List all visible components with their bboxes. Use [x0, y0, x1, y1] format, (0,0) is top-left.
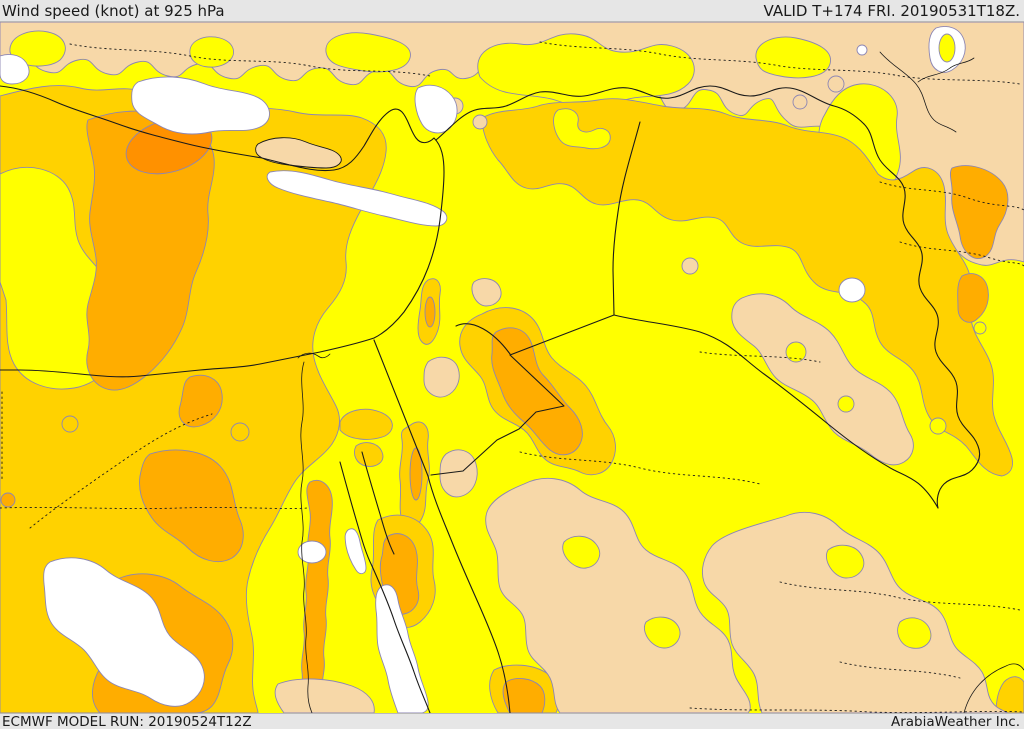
tan-region-southeast [701, 512, 1009, 713]
yellow-squiggle-euphrates [553, 108, 611, 150]
tan-blob [423, 356, 460, 398]
white-area-aegean [0, 54, 30, 85]
yellow-hole [644, 616, 681, 649]
wind-speed-map-canvas [0, 22, 1024, 713]
orange-region-egypt-upper [139, 449, 244, 562]
gold-corner-wedge [995, 676, 1024, 713]
map-footer-bar: ECMWF MODEL RUN: 20190524T12Z ArabiaWeat… [0, 713, 1024, 729]
map-header-bar: Wind speed (knot) at 925 hPa VALID T+174… [0, 0, 1024, 22]
yellow-hole [837, 395, 855, 413]
yellow-dot [973, 321, 987, 335]
yellow-dot [929, 417, 947, 435]
tan-dot [792, 94, 808, 110]
model-run-label: ECMWF MODEL RUN: 20190524T12Z [2, 713, 252, 729]
dotted-boundary [879, 181, 1024, 211]
coastline-gulf-corner [963, 663, 1024, 713]
nile-river [300, 361, 313, 713]
coastline-gulf-of-suez-west [339, 461, 373, 567]
dotted-boundary [839, 661, 961, 679]
orange-sliver [409, 447, 423, 501]
valid-time-label: VALID T+174 FRI. 20190531T18Z. [763, 1, 1020, 20]
dotted-boundary-iraq [699, 351, 821, 363]
white-lake-van [856, 44, 868, 56]
coastline-sinai-west [361, 451, 395, 555]
yellow-patch [325, 32, 411, 73]
tan-blob [471, 278, 502, 307]
gold-blob [354, 442, 384, 467]
coastline-red-sea-east [427, 475, 511, 713]
border-egypt-israel [373, 339, 429, 477]
gold-blob [339, 408, 393, 440]
orange-zagros-streak [957, 273, 989, 323]
dotted-boundary-bottom [689, 707, 1024, 713]
white-area-med-north [131, 76, 270, 135]
gold-region-syria-iraq [481, 98, 1013, 477]
brand-label: ArabiaWeather Inc. [890, 713, 1020, 729]
yellow-patch [755, 36, 831, 79]
white-lake-tharthar [838, 277, 866, 303]
cyprus-island [255, 137, 342, 169]
dotted-boundary-saudi [519, 451, 761, 485]
border-iran [863, 123, 981, 509]
border-syria-iraq [612, 121, 641, 316]
orange-sliver [424, 296, 436, 328]
white-red-sea [375, 584, 429, 713]
page-title: Wind speed (knot) at 925 hPa [2, 1, 225, 20]
nile-delta-squiggle [297, 352, 331, 359]
yellow-patch [189, 36, 234, 68]
yellow-hole [562, 535, 600, 569]
yellow-patch [9, 30, 66, 67]
wind-speed-map [0, 22, 1024, 713]
coastline-turkey-levant-egypt [0, 85, 445, 378]
country-borders-layer [0, 51, 1024, 713]
gold-dot [230, 422, 250, 442]
tan-blob [439, 449, 478, 498]
wind-contour-fill-layer [0, 22, 1024, 713]
border-syria-jordan [455, 323, 511, 355]
tan-blob-bottom [274, 678, 375, 713]
border-armenia [917, 57, 975, 83]
tan-dot [472, 114, 488, 130]
white-area-southwest-saudi [43, 557, 205, 707]
yellow-hole [826, 544, 865, 579]
border-caucasus [879, 51, 957, 133]
dotted-boundary [899, 241, 1024, 267]
dotted-boundary-egypt [0, 506, 309, 510]
white-area-med-south [266, 170, 448, 227]
border-jordan-saudi-zigzag [430, 314, 615, 476]
white-spot [297, 540, 327, 564]
orange-dot [0, 492, 16, 508]
tan-dot [681, 257, 699, 275]
dotted-boundary-egypt-west [29, 413, 213, 529]
yellow-lake-core [938, 33, 956, 63]
orange-spot-bottom [502, 678, 546, 713]
border-turkey-syria-iraq [435, 85, 865, 141]
orange-zagros-streak [950, 165, 1009, 259]
gold-dot [61, 415, 79, 433]
dotted-boundary [539, 41, 1021, 85]
white-gulf-of-suez [344, 528, 367, 575]
dotted-boundary [69, 43, 431, 77]
tan-dot [827, 75, 845, 93]
border-iraq-saudi [613, 314, 939, 509]
coastline-red-sea-west [371, 565, 431, 713]
orange-region-east-med [86, 110, 215, 391]
yellow-hole [785, 341, 807, 363]
yellow-hole [897, 617, 932, 649]
dotted-boundary [779, 581, 1021, 611]
admin-dotted-layer [0, 41, 1024, 713]
tan-region-iraq-desert [731, 293, 914, 466]
tan-region-central-saudi [485, 477, 751, 713]
